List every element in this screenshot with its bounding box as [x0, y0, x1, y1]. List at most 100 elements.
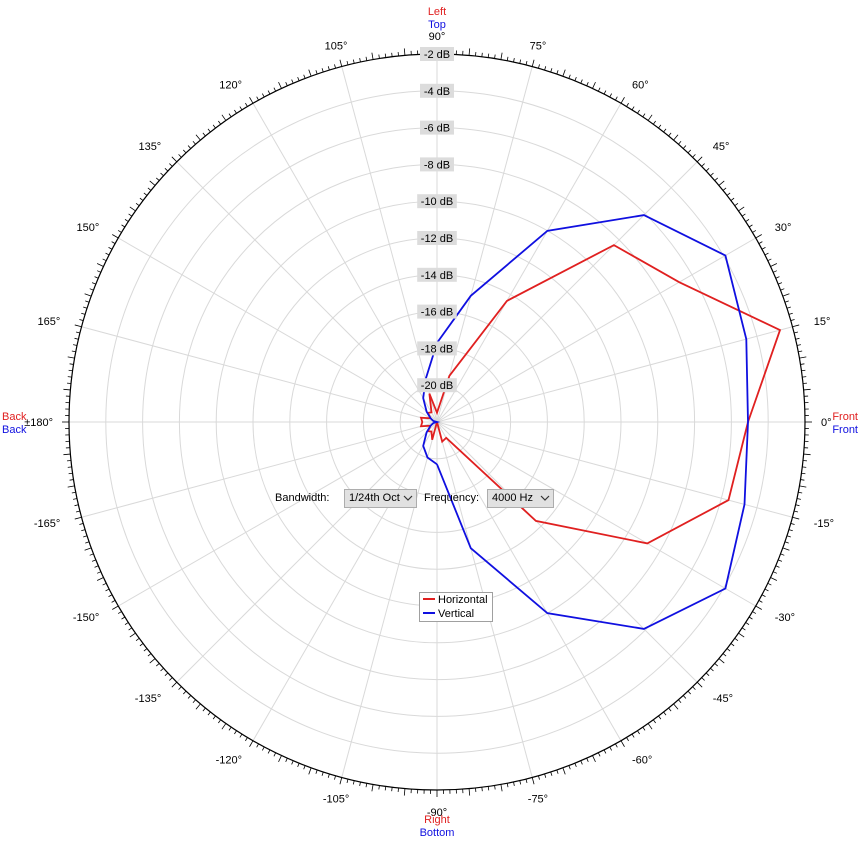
angle-tick [775, 565, 780, 568]
radial-label: -4 dB [424, 86, 450, 98]
angle-label: ±180° [24, 417, 53, 429]
angle-tick [71, 491, 76, 494]
angle-tick [139, 643, 144, 647]
grid-spoke [118, 237, 438, 423]
orientation-label-top: Top [428, 19, 446, 31]
angle-tick [178, 686, 182, 690]
angle-tick [538, 775, 540, 780]
angle-tick [403, 788, 406, 796]
angle-tick [647, 114, 653, 121]
angle-tick [102, 258, 107, 262]
angle-tick [803, 388, 811, 391]
angle-tick [658, 124, 662, 129]
angle-tick [234, 730, 237, 735]
angle-tick [738, 632, 745, 638]
angle-tick [682, 145, 687, 149]
angle-tick [668, 132, 672, 137]
radial-label-bg [417, 341, 457, 356]
angle-label: -135° [135, 693, 161, 705]
angle-tick [710, 172, 714, 177]
angle-label: 60° [632, 79, 649, 91]
angle-tick [84, 293, 92, 297]
angle-tick [212, 124, 216, 129]
angle-tick [574, 763, 577, 768]
angle-tick [796, 498, 801, 500]
angle-tick [687, 690, 691, 695]
angle-tick [71, 350, 76, 353]
angle-tick [519, 780, 522, 785]
angle-tick [303, 765, 306, 770]
angle-tick [696, 681, 703, 688]
angle-label: -90° [427, 807, 447, 819]
angle-tick [334, 64, 336, 69]
angle-tick [155, 663, 160, 667]
orientation-label-right: Front [832, 411, 858, 423]
angle-tick [346, 778, 349, 784]
angle-tick [74, 504, 79, 507]
angle-tick [798, 491, 803, 494]
angle-tick [143, 648, 148, 652]
angle-tick [799, 356, 807, 359]
angle-tick [637, 109, 640, 114]
frequency-select[interactable]: 4000 Hz [487, 489, 554, 508]
angle-tick [327, 66, 330, 71]
angle-tick [81, 312, 86, 315]
angle-tick [129, 632, 136, 638]
angle-tick [631, 106, 635, 111]
angle-tick [798, 350, 803, 353]
angle-tick [696, 156, 703, 163]
orientation-label-bottom: Right [424, 814, 450, 826]
angle-tick [734, 637, 739, 641]
angle-label: -15° [814, 518, 834, 530]
angle-tick [267, 749, 271, 754]
angle-tick [658, 715, 662, 720]
angle-tick [678, 140, 682, 145]
angle-tick [705, 168, 710, 172]
angle-tick [786, 535, 791, 538]
angle-tick [758, 241, 763, 244]
angle-tick [207, 711, 211, 716]
angle-tick [371, 52, 374, 60]
angle-label: -75° [528, 794, 548, 806]
angle-tick [195, 134, 201, 141]
angle-tick [73, 498, 78, 500]
angle-tick [730, 197, 735, 201]
angle-tick [384, 53, 387, 58]
angle-tick [171, 681, 178, 688]
angle-tick [187, 145, 192, 149]
angle-tick [748, 224, 753, 228]
angle-tick [89, 288, 94, 291]
angle-label: 165° [38, 316, 61, 328]
angle-tick [278, 755, 282, 763]
radial-label-bg [417, 194, 457, 209]
angle-tick [513, 58, 515, 63]
angle-label: 135° [138, 141, 161, 153]
angle-tick [96, 571, 101, 574]
angle-tick [218, 120, 222, 125]
radial-label: -14 dB [421, 270, 453, 282]
angle-tick [117, 230, 122, 233]
radial-label: -10 dB [421, 196, 453, 208]
angle-tick [795, 337, 800, 340]
frequency-select-value: 4000 Hz [492, 492, 533, 504]
angle-tick [164, 168, 169, 172]
angle-tick [85, 541, 90, 544]
bandwidth-select[interactable]: 1/24th Oct [344, 489, 417, 508]
angle-tick [468, 48, 471, 56]
angle-tick [775, 276, 780, 279]
angle-tick [384, 786, 387, 791]
angle-tick [239, 106, 243, 111]
angle-tick [556, 769, 559, 774]
angle-tick [303, 74, 306, 79]
angle-tick [500, 784, 503, 792]
angle-tick [494, 54, 496, 59]
angle-tick [692, 154, 696, 158]
grid-spoke [118, 421, 438, 607]
angle-tick [74, 337, 79, 340]
angle-label: 150° [76, 222, 99, 234]
grid-spoke [252, 103, 438, 423]
angle-tick [603, 90, 607, 95]
angle-tick [544, 773, 547, 778]
legend-swatch-vertical [423, 612, 435, 615]
angle-tick [468, 788, 471, 796]
